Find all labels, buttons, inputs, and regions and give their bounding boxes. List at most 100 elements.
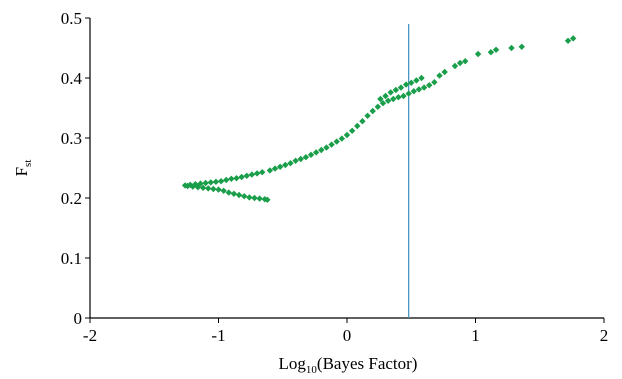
data-point: [474, 50, 482, 58]
data-point: [492, 46, 500, 53]
data-point: [243, 172, 250, 179]
data-point: [384, 97, 392, 104]
data-point: [318, 146, 325, 154]
data-point: [415, 86, 423, 93]
data-point: [408, 79, 415, 86]
data-points: [181, 35, 577, 203]
data-point: [374, 103, 382, 110]
data-point: [230, 190, 238, 197]
data-point: [431, 79, 438, 86]
data-point: [410, 88, 418, 95]
data-point: [312, 149, 320, 156]
data-point: [235, 191, 243, 199]
data-point: [420, 84, 428, 91]
data-point: [508, 44, 515, 52]
data-point: [487, 49, 495, 56]
x-axis-title: Log10(Bayes Factor): [279, 354, 418, 376]
y-tick-label: 0.2: [61, 189, 82, 208]
data-point: [395, 94, 402, 101]
data-point: [223, 176, 230, 184]
data-point: [241, 193, 248, 200]
data-point: [405, 90, 412, 97]
tick-labels: -2 -1 0 1 2 0 0.1 0.2 0.3 0.4 0.5: [61, 9, 609, 345]
data-point: [251, 194, 258, 202]
data-point: [387, 89, 394, 96]
x-tick-label: 2: [600, 326, 609, 345]
data-point: [564, 37, 572, 44]
data-point: [212, 178, 220, 185]
data-point: [418, 74, 425, 82]
data-point: [297, 155, 304, 163]
y-tick-label: 0.5: [61, 9, 82, 28]
data-point: [397, 84, 405, 91]
data-point: [258, 169, 266, 176]
data-point: [333, 138, 340, 145]
data-point: [220, 187, 227, 194]
data-point: [205, 185, 212, 192]
data-point: [199, 184, 207, 191]
data-point: [369, 107, 376, 115]
data-point: [217, 178, 225, 185]
data-point: [436, 72, 443, 79]
data-point: [302, 154, 310, 161]
x-tick-label: -2: [83, 326, 97, 345]
data-point: [379, 100, 387, 107]
data-point: [238, 173, 245, 181]
data-point: [382, 92, 389, 100]
data-point: [456, 59, 464, 67]
data-point: [287, 160, 294, 167]
data-point: [307, 151, 315, 158]
data-point: [413, 77, 420, 84]
data-point: [215, 186, 222, 193]
y-tick-label: 0.4: [61, 69, 83, 88]
data-point: [359, 118, 366, 125]
x-tick-label: 1: [471, 326, 480, 345]
axes: [89, 18, 604, 319]
data-point: [338, 135, 346, 142]
data-point: [210, 185, 217, 193]
data-point: [253, 170, 261, 177]
data-point: [264, 196, 271, 203]
data-point: [402, 81, 410, 88]
data-point: [202, 179, 209, 187]
x-tick-label: -1: [211, 326, 225, 345]
data-point: [348, 127, 356, 134]
data-point: [400, 92, 407, 100]
data-point: [292, 157, 299, 164]
data-point: [364, 112, 371, 119]
y-tick-label: 0.1: [61, 249, 82, 268]
data-point: [256, 195, 263, 202]
data-point: [354, 122, 361, 130]
x-tick-label: 0: [343, 326, 352, 345]
data-point: [225, 189, 232, 196]
data-point: [451, 62, 459, 70]
data-point: [392, 86, 400, 94]
ticks: [85, 17, 605, 323]
data-point: [518, 43, 525, 50]
data-point: [328, 141, 335, 148]
data-point: [271, 165, 279, 172]
data-point: [248, 171, 256, 178]
data-point: [233, 175, 240, 182]
data-point: [197, 180, 204, 187]
data-point: [282, 161, 289, 169]
data-point: [426, 82, 433, 89]
y-tick-label: 0.3: [61, 129, 82, 148]
data-point: [266, 167, 274, 174]
data-point: [246, 194, 253, 201]
data-point: [184, 182, 191, 190]
data-point: [462, 58, 469, 65]
y-axis-title: Fst: [12, 160, 34, 177]
data-point: [390, 95, 397, 103]
data-point: [323, 144, 330, 151]
data-point: [377, 95, 384, 103]
data-point: [441, 68, 448, 76]
data-point: [569, 35, 577, 42]
data-point: [207, 179, 214, 186]
data-point: [228, 175, 235, 182]
data-point: [343, 131, 351, 139]
data-point: [276, 163, 284, 170]
y-tick-label: 0: [74, 309, 83, 328]
